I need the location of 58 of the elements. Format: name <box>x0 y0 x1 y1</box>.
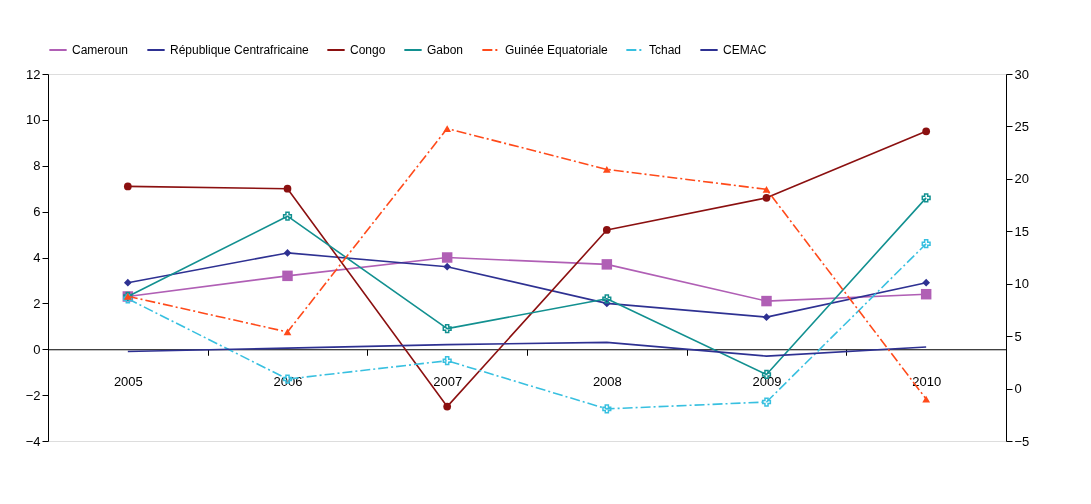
y2-tick-label: 15 <box>1014 223 1029 239</box>
x-tick-label: 2007 <box>433 373 463 389</box>
point <box>602 294 612 304</box>
y-tick-label: 4 <box>33 250 41 265</box>
x-tick-label: 2009 <box>752 373 782 389</box>
point <box>282 211 293 221</box>
point <box>761 397 772 407</box>
point <box>283 184 292 193</box>
point <box>762 185 771 193</box>
y2-tick-label: −5 <box>1014 433 1030 449</box>
y-tick-label: 8 <box>33 158 41 174</box>
point <box>601 259 613 270</box>
y-tick-label: 10 <box>26 112 41 128</box>
point <box>602 166 611 173</box>
point <box>283 328 292 336</box>
point <box>441 252 453 263</box>
y-tick-label: 2 <box>33 295 41 311</box>
y2-tick-label: 25 <box>1014 118 1029 134</box>
point <box>123 182 132 191</box>
point <box>602 404 612 414</box>
y2-tick-label: 30 <box>1014 66 1029 82</box>
line-series <box>127 341 927 357</box>
y2-tick-label: 10 <box>1014 276 1029 292</box>
y-tick-label: 0 <box>33 341 41 357</box>
y2-tick-label: 20 <box>1014 171 1029 187</box>
point <box>443 125 452 132</box>
y-tick-label: 6 <box>33 204 41 220</box>
legend-label: Gabon <box>427 43 464 57</box>
y-tick-label: −4 <box>25 433 41 449</box>
point <box>602 226 611 234</box>
legend-label: Guinée Equatoriale <box>505 43 609 57</box>
x-tick-label: 2010 <box>912 373 942 389</box>
y2-tick-label: 5 <box>1014 328 1022 344</box>
point <box>920 288 932 300</box>
point <box>283 249 292 257</box>
x-tick-label: 2008 <box>592 373 622 389</box>
point <box>762 194 771 202</box>
y-tick-label: −2 <box>25 387 41 403</box>
legend-label: CEMAC <box>723 43 767 57</box>
point <box>123 278 132 287</box>
legend-label: Cameroun <box>72 43 129 57</box>
point <box>442 356 452 366</box>
point <box>922 278 931 287</box>
point <box>921 193 931 203</box>
point <box>922 127 931 136</box>
point <box>442 323 452 334</box>
x-tick-label: 2005 <box>113 373 143 389</box>
legend-label: République Centrafricaine <box>170 43 310 57</box>
point <box>761 295 772 307</box>
y-tick-label: 12 <box>26 66 41 82</box>
point <box>282 270 293 282</box>
legend-label: Congo <box>350 43 386 57</box>
y2-tick-label: 0 <box>1014 381 1022 397</box>
point <box>443 262 452 271</box>
point <box>762 313 771 322</box>
point <box>921 239 931 249</box>
point <box>443 402 452 411</box>
legend-label: Tchad <box>649 43 682 57</box>
